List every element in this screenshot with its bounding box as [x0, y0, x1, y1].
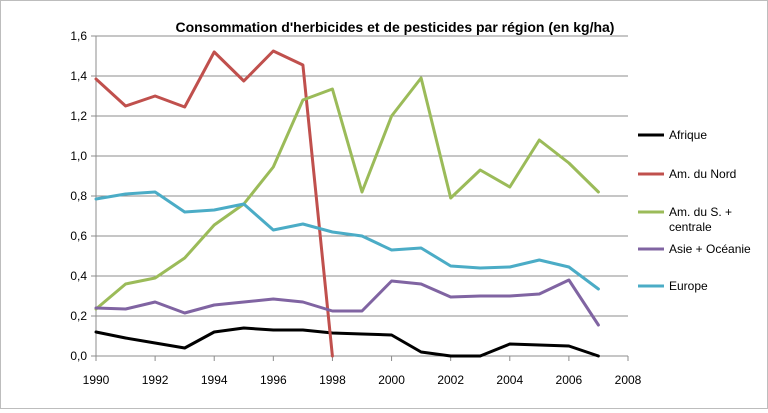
legend-label-1: Am. du Nord [669, 167, 736, 181]
y-tick-label: 1,0 [70, 149, 87, 163]
x-tick-label: 1994 [201, 373, 228, 387]
legend-label-4: Europe [669, 279, 708, 293]
axes [91, 35, 629, 361]
y-tick-label: 0,8 [70, 189, 87, 203]
y-tick-label: 0,6 [70, 229, 87, 243]
legend-label-0: Afrique [669, 128, 707, 142]
legend: Afrique Am. du Nord Am. du S. + centrale Asi… [638, 128, 751, 293]
series-line-0 [94, 326, 600, 358]
x-tick-label: 2000 [378, 373, 405, 387]
legend-label-2: Am. du S. + centrale [669, 205, 732, 234]
y-tick-label: 1,4 [70, 69, 87, 83]
series-line-4 [94, 190, 600, 291]
x-tick-label: 1992 [142, 373, 169, 387]
y-tick-label: 0,4 [70, 269, 87, 283]
x-tick-label: 1996 [260, 373, 287, 387]
x-tick-label: 2002 [437, 373, 464, 387]
x-tick-label: 2006 [556, 373, 583, 387]
series-lines [94, 49, 600, 358]
y-tick-label: 1,2 [70, 109, 87, 123]
gridlines [96, 35, 628, 317]
x-tick-label: 2008 [615, 373, 642, 387]
y-tick-label: 0,2 [70, 309, 87, 323]
x-tick-label: 1998 [319, 373, 346, 387]
x-axis-tick-labels: 1990 1992 1994 1996 1998 2000 2002 2004 2006 2008 [83, 373, 642, 387]
y-axis-tick-labels: 0,0 0,2 0,4 0,6 0,8 1,0 1,2 1,4 1,6 [70, 29, 87, 363]
chart-title: Consommation d'herbicides et de pesticid… [176, 19, 615, 35]
series-line-1 [94, 49, 334, 358]
series-line-3 [94, 278, 600, 327]
legend-label-3: Asie + Océanie [669, 242, 751, 256]
y-tick-label: 1,6 [70, 29, 87, 43]
x-tick-label: 2004 [496, 373, 523, 387]
x-tick-label: 1990 [83, 373, 110, 387]
y-tick-label: 0,0 [70, 349, 87, 363]
series-line-2 [94, 76, 600, 311]
